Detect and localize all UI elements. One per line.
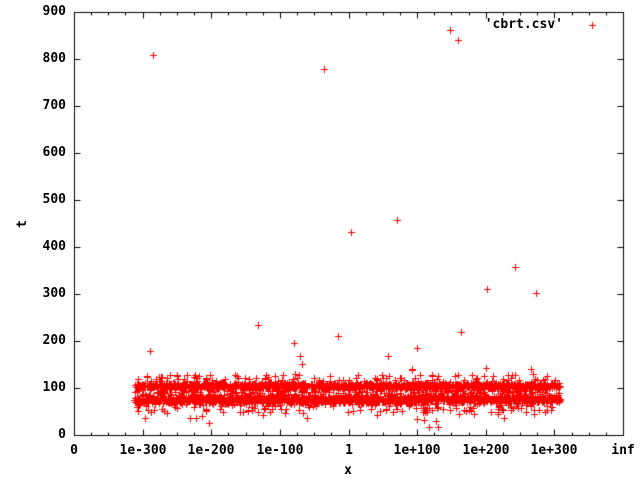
x-tick-label: 1 [345,443,353,458]
x-axis-title: x [344,463,352,478]
y-tick-label: 100 [42,380,66,395]
y-tick-label: 300 [42,286,66,301]
x-tick-label: 1e+200 [462,443,510,458]
y-tick-label: 600 [42,145,66,160]
y-tick-label: 800 [42,51,66,66]
y-tick-label: 200 [42,333,66,348]
y-tick-label: 900 [42,4,66,19]
x-tick-label: 0 [70,443,78,458]
x-tick-label: inf [611,443,635,458]
x-tick-label: 1e+300 [530,443,578,458]
y-tick-label: 500 [42,192,66,207]
y-tick-label: 700 [42,98,66,113]
x-tick-label: 1e-100 [256,443,304,458]
y-axis-title: t [15,220,30,228]
y-tick-label: 0 [58,427,66,442]
y-tick-label: 400 [42,239,66,254]
legend-label: 'cbrt.csv' [484,17,563,32]
x-tick-label: 1e+100 [393,443,441,458]
x-tick-label: 1e-200 [187,443,235,458]
x-tick-label: 1e-300 [119,443,167,458]
